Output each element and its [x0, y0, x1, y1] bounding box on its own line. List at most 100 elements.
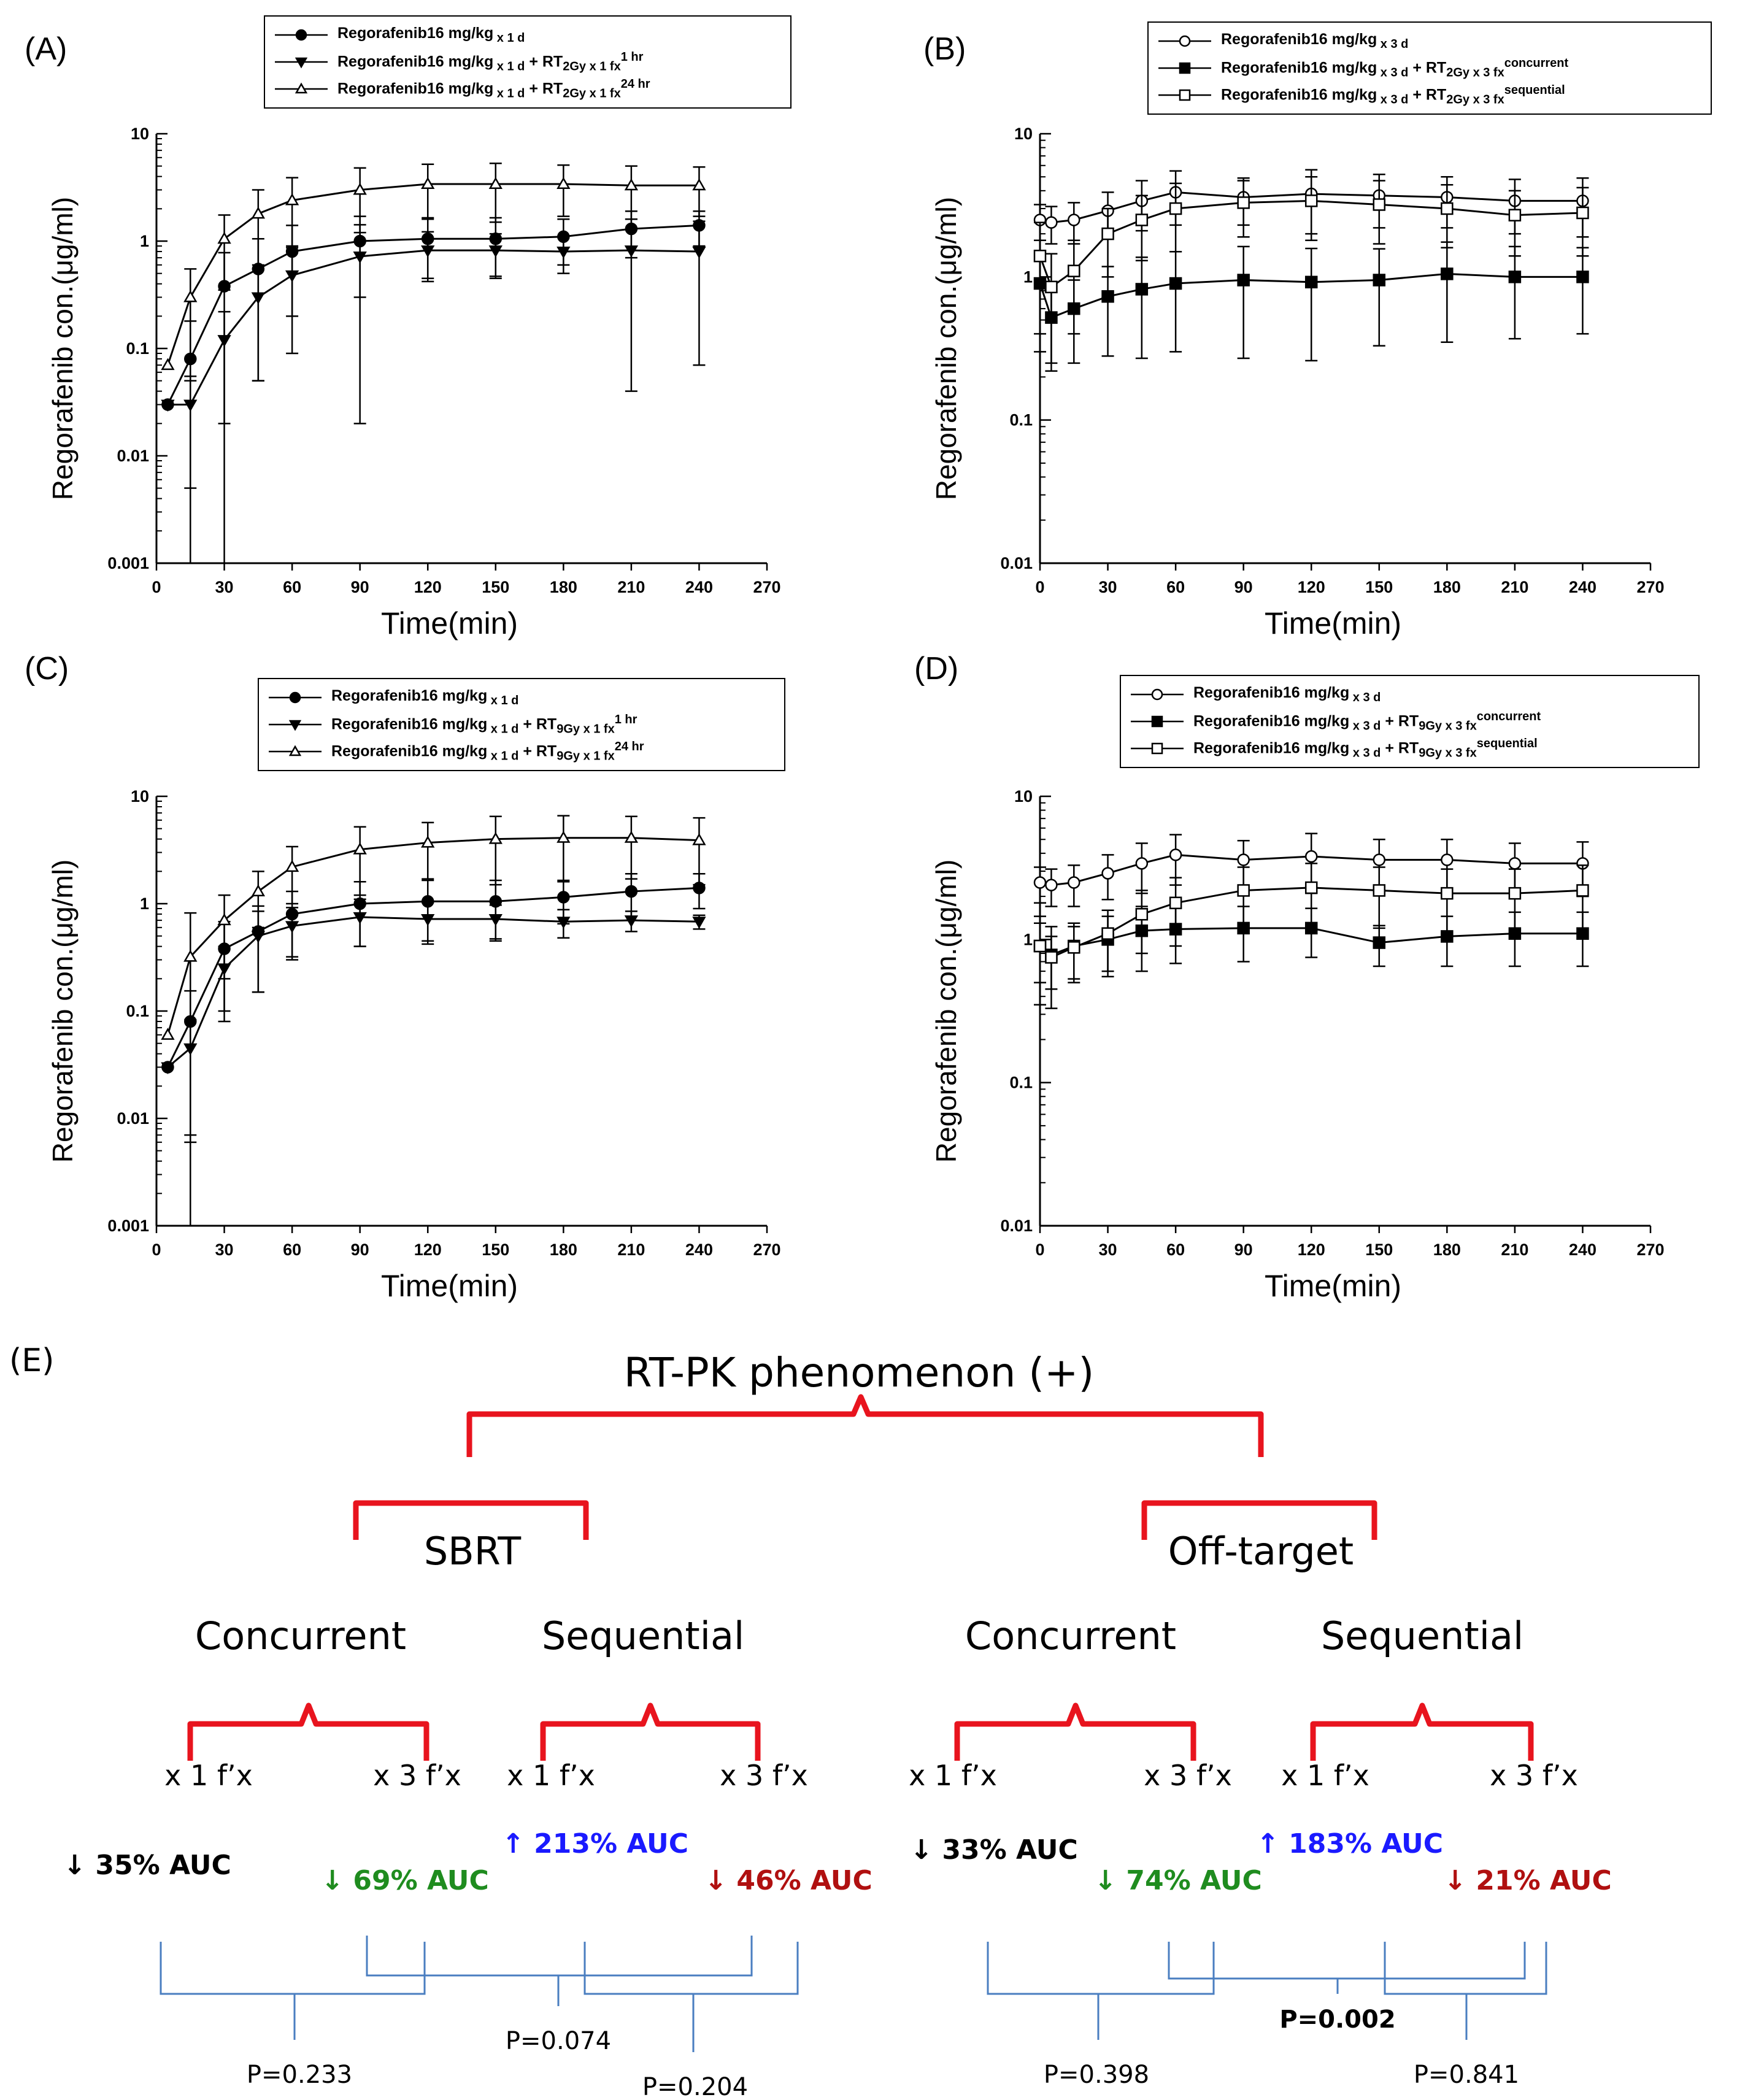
p-bracket	[366, 1936, 753, 2006]
y-tick-label: 0.001	[107, 1217, 149, 1235]
data-point	[1169, 277, 1182, 290]
data-point	[217, 231, 231, 244]
data-point	[353, 251, 367, 264]
panel-letter-b: (B)	[923, 31, 966, 67]
auc-change-label: ↑ 213% AUC	[502, 1828, 688, 1860]
auc-change-label: ↓ 21% AUC	[1444, 1865, 1612, 1896]
x-tick-label: 240	[1569, 578, 1596, 596]
data-point	[161, 1028, 175, 1040]
fraction-label: x 3 f’x	[373, 1759, 461, 1792]
x-tick-label: 270	[753, 1240, 780, 1259]
data-point	[251, 292, 265, 305]
data-point	[1304, 881, 1318, 894]
data-point	[285, 193, 299, 206]
data-point	[1373, 936, 1386, 949]
auc-change-label: ↓ 69% AUC	[321, 1865, 489, 1896]
legend-entry: Regorafenib16 mg/kg x 1 d + RT9Gy x 1 fx…	[268, 711, 776, 738]
y-tick-label: 0.1	[1009, 411, 1033, 429]
y-tick-label: 0.01	[1000, 1217, 1033, 1235]
x-tick-label: 30	[215, 1240, 234, 1259]
data-point	[161, 399, 175, 412]
legend-symbol	[1158, 89, 1211, 101]
x-tick-label: 180	[1433, 578, 1461, 596]
x-tick-label: 60	[1166, 1240, 1185, 1259]
series-tri-up-open	[161, 815, 706, 1227]
chart-panel-d: 0.01 0.1 1 10 0 30 60 90 120 150 180 210 240 270 Time(…	[930, 787, 1665, 1303]
x-tick-label: 180	[550, 1240, 577, 1259]
data-point	[557, 917, 571, 929]
data-point	[557, 177, 571, 189]
x-tick-label: 0	[152, 578, 161, 596]
series-line	[167, 916, 699, 1068]
legend-panel-d: Regorafenib16 mg/kg x 3 d Regorafenib16 m…	[1120, 675, 1700, 768]
data-point	[251, 931, 265, 944]
plot-area: 0.01 0.1 1 10 0 30 60 90 120 150 180 210 240 270 Time(…	[930, 787, 1665, 1303]
data-point	[557, 246, 571, 259]
auc-change-label: ↓ 46% AUC	[704, 1865, 872, 1896]
legend-label: Regorafenib16 mg/kg x 1 d + RT9Gy x 1 fx…	[331, 739, 644, 763]
legend-panel-b: Regorafenib16 mg/kg x 3 d Regorafenib16 m…	[1147, 21, 1712, 115]
x-tick-label: 210	[617, 578, 645, 596]
data-point	[353, 912, 367, 925]
x-tick-label: 240	[685, 578, 713, 596]
data-point	[1304, 194, 1318, 207]
x-tick-label: 150	[1365, 578, 1393, 596]
data-point	[1304, 275, 1318, 289]
y-tick-label: 0.1	[126, 339, 149, 358]
x-axis-label: Time(min)	[1265, 606, 1401, 640]
legend-marker	[1151, 688, 1163, 701]
concurrent-brace	[954, 1702, 1196, 1761]
data-point	[1068, 876, 1080, 889]
x-tick-label: 150	[482, 578, 509, 596]
sequential-brace	[540, 1702, 761, 1761]
y-axis-label: Regorafenib con.(μg/ml)	[930, 197, 962, 500]
series-circle-filled	[161, 210, 706, 564]
fraction-label: x 1 f’x	[507, 1759, 595, 1792]
fraction-label: x 3 f’x	[1144, 1759, 1232, 1792]
data-point	[488, 913, 503, 926]
y-tick-label: 0.01	[117, 447, 149, 465]
data-point	[251, 884, 265, 897]
legend-symbol	[1131, 688, 1184, 701]
chart-panel-a: 0.001 0.01 0.1 1 10 0 30 60 90 120 150 180 210 240 270…	[47, 125, 781, 640]
data-point	[1135, 857, 1149, 870]
fraction-label: x 1 f’x	[909, 1759, 997, 1792]
data-point	[1304, 850, 1318, 863]
x-tick-label: 120	[414, 1240, 442, 1259]
x-tick-label: 150	[1365, 1240, 1393, 1259]
data-point	[625, 885, 638, 898]
p-bracket	[1384, 1942, 1547, 2040]
legend-label: Regorafenib16 mg/kg x 1 d	[337, 25, 525, 45]
sequential-brace	[1310, 1702, 1534, 1761]
x-tick-label: 30	[1099, 578, 1117, 596]
x-tick-label: 90	[1234, 1240, 1253, 1259]
data-point	[353, 182, 367, 195]
fraction-label: x 1 f’x	[164, 1759, 253, 1792]
data-point	[692, 917, 706, 929]
legend-marker	[295, 57, 308, 69]
plot-area: 0.001 0.01 0.1 1 10 0 30 60 90 120 150 180 210 240 270…	[47, 125, 781, 640]
panel-letter-e: (E)	[9, 1342, 54, 1379]
y-tick-label: 0.1	[126, 1002, 149, 1020]
x-tick-label: 120	[414, 578, 442, 596]
data-point	[1045, 879, 1058, 891]
diagram-title: RT-PK phenomenon (+)	[624, 1349, 1094, 1396]
data-point	[624, 245, 639, 258]
data-point	[1576, 271, 1589, 283]
data-point	[1508, 271, 1522, 283]
x-tick-label: 30	[1099, 1240, 1117, 1259]
x-tick-label: 90	[351, 578, 369, 596]
data-point	[1033, 939, 1047, 953]
plot-area: 0.01 0.1 1 10 0 30 60 90 120 150 180 210 240 270 Time(…	[930, 125, 1665, 640]
data-point	[1101, 227, 1114, 240]
p-value-label: P=0.398	[1044, 2061, 1149, 2089]
data-point	[1033, 876, 1047, 889]
legend-panel-a: Regorafenib16 mg/kg x 1 d Regorafenib16 m…	[264, 15, 791, 109]
auc-change-label: ↓ 35% AUC	[63, 1850, 231, 1881]
x-tick-label: 180	[1433, 1240, 1461, 1259]
data-point	[557, 891, 570, 904]
data-point	[251, 206, 265, 219]
fraction-label: x 3 f’x	[720, 1759, 808, 1792]
data-point	[488, 832, 503, 844]
data-point	[692, 833, 706, 845]
